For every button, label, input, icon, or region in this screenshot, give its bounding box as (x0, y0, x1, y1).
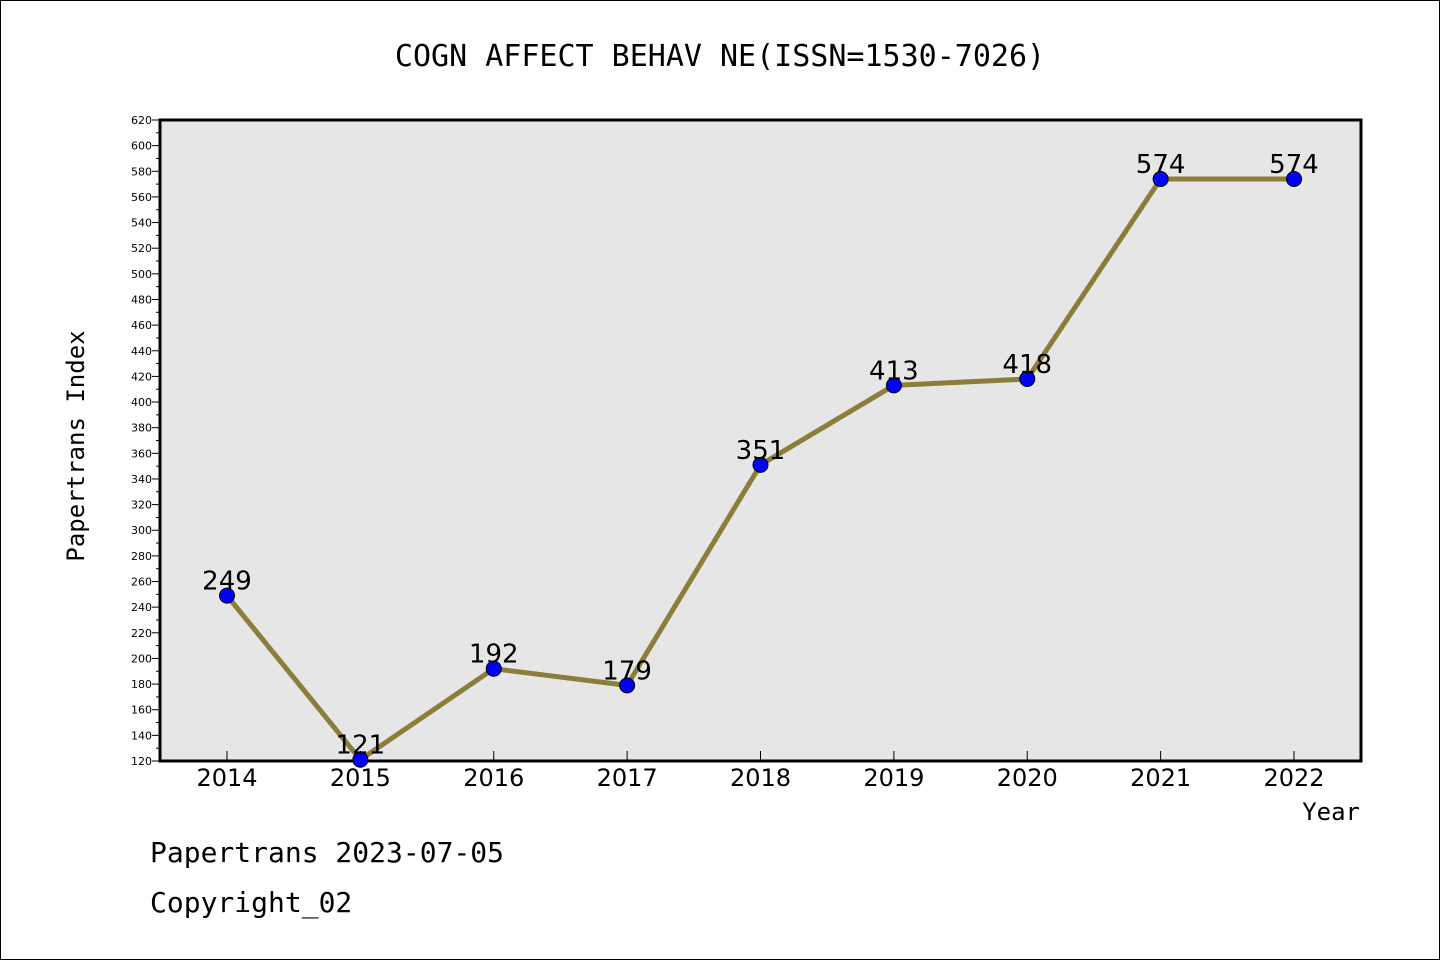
y-tick-label: 200 (131, 652, 152, 665)
y-tick-label: 520 (131, 242, 152, 255)
data-point (485, 660, 502, 677)
data-point (219, 587, 235, 604)
y-tick-label: 500 (131, 268, 152, 281)
data-label: 574 (1136, 150, 1186, 180)
y-tick-label: 300 (131, 524, 152, 537)
y-tick-label: 280 (131, 550, 152, 563)
data-label: 121 (336, 731, 386, 761)
y-tick-label: 560 (131, 191, 152, 204)
y-tick-label: 480 (131, 293, 152, 306)
y-tick-label: 600 (131, 140, 152, 153)
y-axis: 120 140 160 180 200 220 240 260 280 300 320 340 360 3… (131, 114, 160, 768)
x-tick-label: 2019 (863, 764, 924, 792)
x-axis-label: Year (1302, 798, 1360, 826)
y-tick-label: 620 (131, 114, 152, 127)
y-tick-label: 180 (131, 678, 152, 691)
data-label: 351 (736, 436, 786, 466)
y-tick-label: 420 (131, 370, 152, 383)
data-label: 574 (1269, 150, 1319, 180)
footer-copyright: Copyright_02 (150, 886, 353, 919)
chart-title: COGN AFFECT BEHAV NE(ISSN=1530-7026) (395, 39, 1045, 74)
y-axis-label: Papertrans Index (62, 330, 90, 561)
x-axis: 2014 2015 2016 2017 2018 2019 2020 2021 2022 (196, 751, 1325, 792)
x-tick-label: 2016 (463, 764, 524, 792)
data-label: 179 (602, 656, 652, 686)
y-tick-label: 260 (131, 576, 152, 589)
y-tick-label: 400 (131, 396, 152, 409)
y-tick-label: 360 (131, 447, 152, 460)
y-tick-label: 580 (131, 165, 152, 178)
data-point (885, 377, 902, 394)
series: 249 121 192 179 351 413 418 574 574 (202, 150, 1319, 768)
y-tick-label: 440 (131, 345, 152, 358)
y-tick-label: 160 (131, 704, 152, 717)
footer-date: Papertrans 2023-07-05 (150, 836, 505, 869)
y-tick-label: 320 (131, 499, 152, 512)
x-tick-label: 2014 (196, 764, 257, 792)
y-tick-label: 120 (131, 755, 152, 768)
y-tick-label: 340 (131, 473, 152, 486)
data-label: 418 (1002, 350, 1052, 380)
data-label: 413 (869, 356, 919, 386)
x-tick-label: 2022 (1263, 764, 1324, 792)
data-point (352, 751, 369, 768)
x-tick-label: 2021 (1130, 764, 1191, 792)
data-point (1152, 170, 1169, 187)
y-tick-label: 140 (131, 729, 152, 742)
x-tick-label: 2017 (597, 764, 658, 792)
data-label: 249 (202, 567, 252, 597)
data-point (1286, 170, 1302, 187)
data-label: 192 (469, 640, 519, 670)
x-tick-label: 2018 (730, 764, 791, 792)
data-point (619, 677, 636, 694)
y-tick-label: 380 (131, 422, 152, 435)
y-tick-label: 540 (131, 217, 152, 230)
x-tick-label: 2015 (330, 764, 391, 792)
y-tick-label: 220 (131, 627, 152, 640)
plot-area (158, 118, 1363, 763)
data-point (752, 456, 769, 473)
data-point (1019, 370, 1036, 387)
x-tick-label: 2020 (997, 764, 1058, 792)
y-tick-label: 460 (131, 319, 152, 332)
y-tick-label: 240 (131, 601, 152, 614)
